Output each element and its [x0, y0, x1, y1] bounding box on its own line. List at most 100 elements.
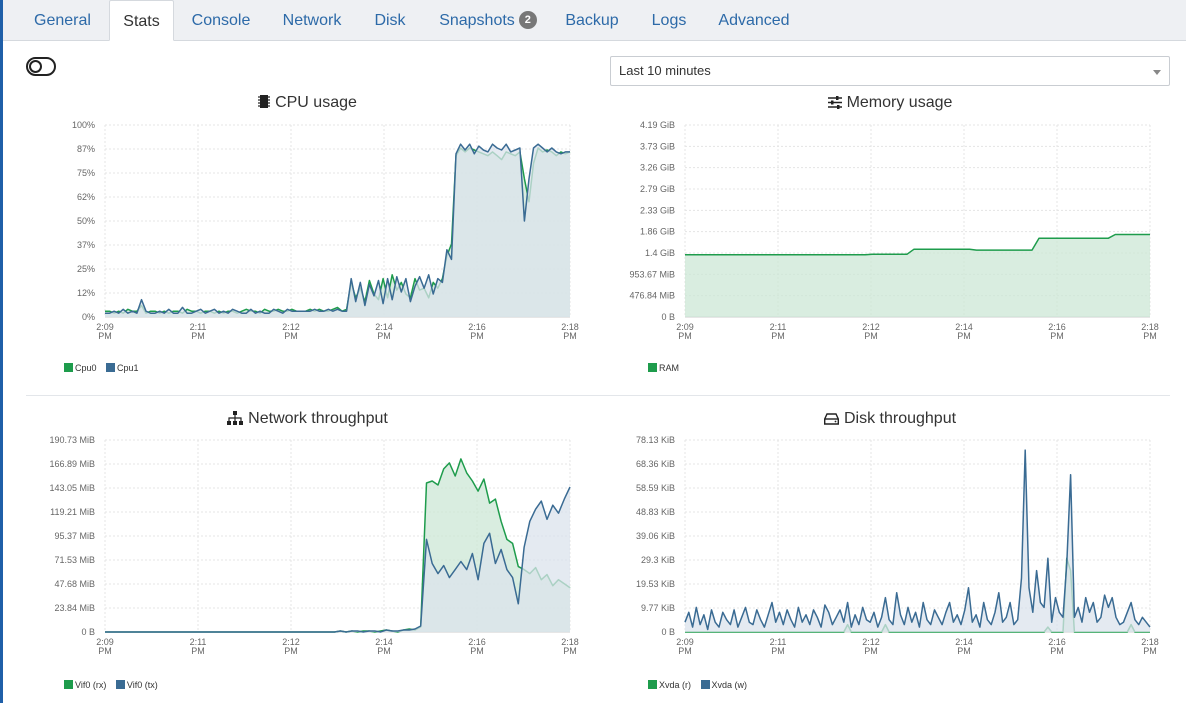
- y-tick-label: 50%: [77, 216, 95, 226]
- disk-chart-title: Disk throughput: [685, 410, 1095, 428]
- y-tick-label: 12%: [77, 288, 95, 298]
- memory-chart-title-text: Memory usage: [846, 94, 953, 111]
- tab-snapshots[interactable]: Snapshots 2: [428, 0, 548, 41]
- y-tick-label: 9.77 KiB: [641, 603, 675, 613]
- legend-swatch: [64, 680, 73, 689]
- x-tick-label: 2:18 PM: [561, 637, 579, 656]
- legend-item[interactable]: Xvda (r): [648, 680, 691, 690]
- y-tick-label: 78.13 KiB: [636, 435, 675, 445]
- tab-bar: General Stats Console Network Disk Snaps…: [3, 0, 1186, 41]
- series-line-vif0-tx-: [105, 486, 571, 633]
- disk-throughput-chart: 78.13 KiB 68.36 KiB 58.59 KiB 48.83 KiB 39.0…: [636, 435, 1159, 656]
- toggle-icon[interactable]: [26, 57, 56, 76]
- x-tick-label: 2:11 PM: [770, 322, 787, 341]
- y-tick-label: 25%: [77, 264, 95, 274]
- y-tick-label: 190.73 MiB: [49, 435, 95, 445]
- tab-network[interactable]: Network: [271, 0, 353, 41]
- y-tick-label: 29.3 KiB: [641, 555, 675, 565]
- y-tick-label: 0 B: [81, 627, 95, 637]
- cpu-legend: Cpu0 Cpu1: [64, 363, 146, 373]
- y-tick-label: 100%: [72, 120, 95, 130]
- y-tick-label: 19.53 KiB: [636, 579, 675, 589]
- legend-label: RAM: [659, 363, 679, 373]
- x-tick-label: 2:14 PM: [375, 637, 393, 656]
- tab-label: Logs: [651, 12, 687, 29]
- series-line-xvda-w-: [684, 449, 1151, 631]
- series-area-cpu1: [105, 144, 570, 317]
- y-tick-label: 0%: [82, 312, 95, 322]
- legend-swatch: [106, 363, 116, 372]
- series-area-vif0-tx-: [105, 487, 570, 632]
- x-tick-label: 2:18 PM: [1141, 322, 1159, 341]
- legend-item[interactable]: RAM: [648, 363, 679, 373]
- x-tick-label: 2:11 PM: [770, 637, 787, 656]
- legend-swatch: [64, 363, 73, 372]
- tab-general[interactable]: General: [25, 0, 100, 41]
- y-tick-label: 143.05 MiB: [49, 483, 95, 493]
- legend-swatch: [700, 680, 710, 689]
- legend-label: Cpu1: [117, 363, 139, 373]
- legend-item[interactable]: Cpu0: [64, 363, 97, 373]
- tab-label: Backup: [565, 12, 619, 29]
- y-tick-label: 1.86 GiB: [640, 227, 675, 237]
- y-tick-label: 0 B: [661, 627, 675, 637]
- y-tick-label: 37%: [77, 240, 95, 250]
- sliders-icon: [827, 96, 842, 109]
- chevron-down-icon: [1153, 70, 1161, 75]
- left-accent-bar: [0, 0, 3, 703]
- tab-console[interactable]: Console: [182, 0, 260, 41]
- legend-item[interactable]: Xvda (w): [700, 680, 747, 690]
- x-tick-label: 2:09 PM: [676, 637, 694, 656]
- y-tick-label: 87%: [77, 144, 95, 154]
- series-area-xvda-w-: [685, 450, 1150, 632]
- series-line-cpu1: [105, 143, 570, 314]
- x-tick-label: 2:14 PM: [375, 322, 393, 341]
- y-tick-label: 0 B: [661, 312, 675, 322]
- x-tick-label: 2:12 PM: [862, 637, 880, 656]
- tab-logs[interactable]: Logs: [640, 0, 698, 41]
- legend-item[interactable]: Vif0 (rx): [64, 680, 106, 690]
- network-throughput-chart: 190.73 MiB 166.89 MiB 143.05 MiB 119.21 MiB…: [49, 435, 579, 656]
- y-tick-label: 2.33 GiB: [640, 205, 675, 215]
- legend-label: Vif0 (tx): [126, 680, 158, 690]
- tab-label: General: [34, 12, 91, 29]
- tab-backup[interactable]: Backup: [557, 0, 627, 41]
- granularity-selected-value: Last 10 minutes: [619, 63, 711, 78]
- tab-advanced[interactable]: Advanced: [709, 0, 799, 41]
- disk-legend: Xvda (r) Xvda (w): [648, 680, 754, 690]
- y-tick-label: 95.37 MiB: [54, 531, 95, 541]
- tab-disk[interactable]: Disk: [363, 0, 417, 41]
- cpu-chart-title: CPU usage: [100, 94, 515, 112]
- granularity-select[interactable]: Last 10 minutes: [610, 56, 1170, 86]
- tab-label: Stats: [123, 13, 160, 30]
- x-tick-label: 2:16 PM: [1048, 637, 1066, 656]
- x-tick-label: 2:09 PM: [96, 637, 114, 656]
- y-tick-label: 68.36 KiB: [636, 459, 675, 469]
- x-tick-label: 2:18 PM: [561, 322, 579, 341]
- y-tick-label: 119.21 MiB: [50, 507, 95, 517]
- x-tick-label: 2:16 PM: [468, 322, 486, 341]
- legend-label: Xvda (r): [659, 680, 692, 690]
- tab-label: Disk: [374, 12, 406, 29]
- x-tick-label: 2:16 PM: [1048, 322, 1066, 341]
- cpu-chart-title-text: CPU usage: [275, 94, 357, 111]
- series-area-ram: [685, 234, 1150, 317]
- legend-item[interactable]: Cpu1: [106, 363, 139, 373]
- x-tick-label: 2:18 PM: [1141, 637, 1159, 656]
- series-line-ram: [685, 233, 1150, 256]
- y-tick-label: 48.83 KiB: [636, 507, 675, 517]
- y-tick-label: 166.89 MiB: [49, 459, 95, 469]
- toggle-knob: [29, 60, 42, 73]
- y-tick-label: 4.19 GiB: [640, 120, 675, 130]
- tab-label: Advanced: [718, 12, 790, 29]
- x-tick-label: 2:14 PM: [955, 322, 973, 341]
- x-tick-label: 2:09 PM: [96, 322, 114, 341]
- legend-swatch: [648, 680, 657, 689]
- x-tick-label: 2:11 PM: [190, 322, 207, 341]
- y-tick-label: 476.84 MiB: [629, 291, 675, 301]
- legend-item[interactable]: Vif0 (tx): [115, 680, 158, 690]
- cpu-usage-chart: 100% 87% 75% 62% 50% 37% 25% 12% 0%2:09 PM 2:11 PM 2…: [72, 120, 579, 341]
- y-tick-label: 58.59 KiB: [636, 483, 675, 493]
- x-tick-label: 2:12 PM: [282, 322, 300, 341]
- tab-stats[interactable]: Stats: [109, 0, 174, 41]
